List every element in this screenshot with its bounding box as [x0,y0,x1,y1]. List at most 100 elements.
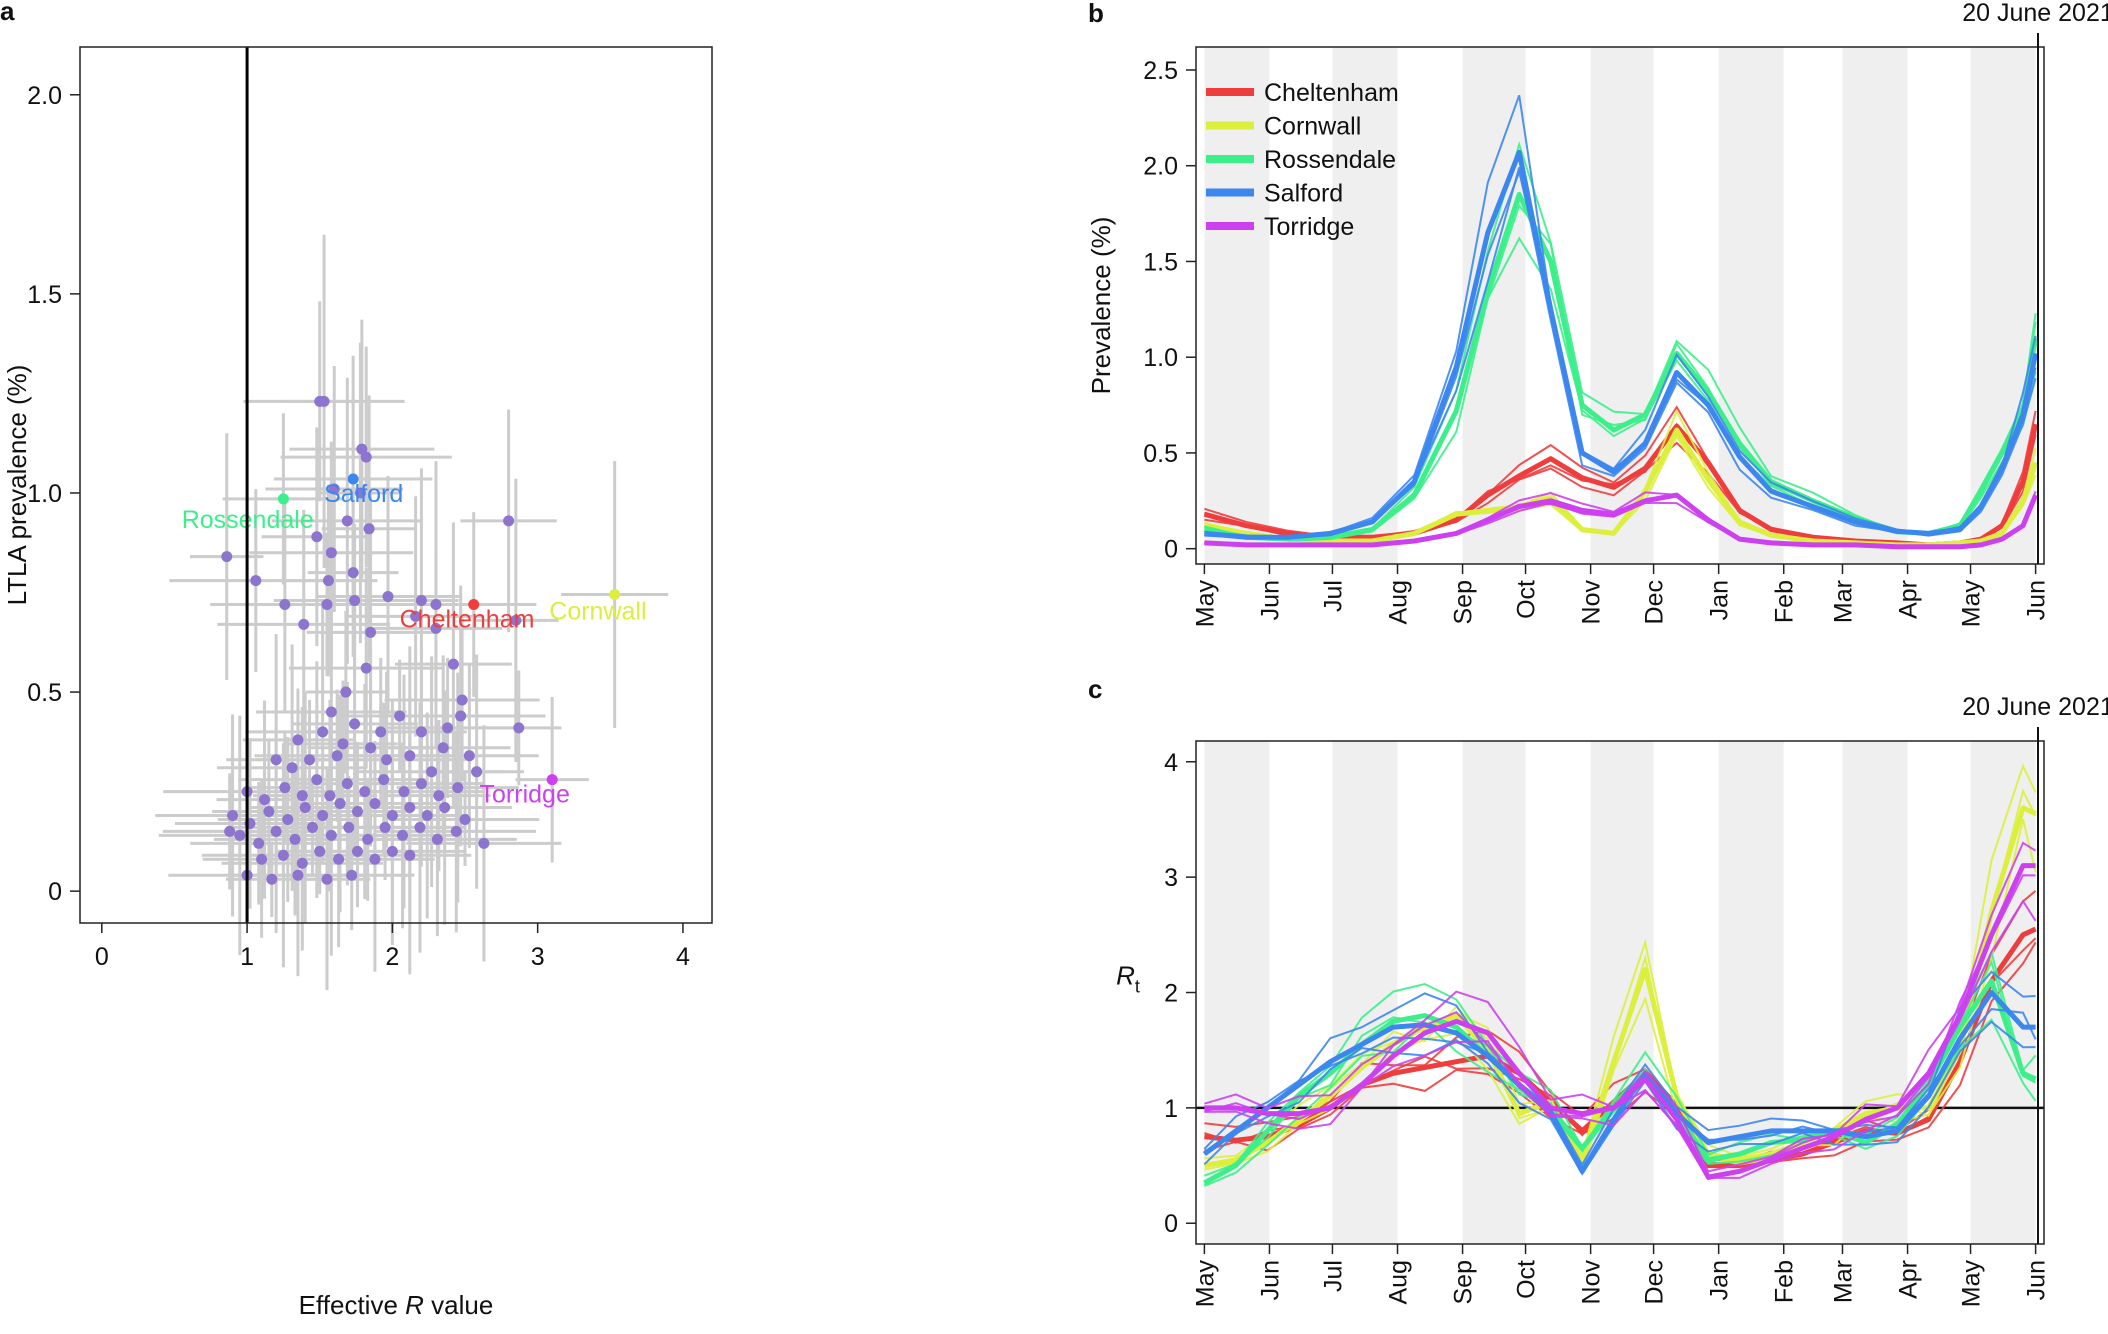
x-tick-label: Nov [1578,1260,1606,1305]
x-tick-label: 4 [676,943,690,971]
ltla-point [363,523,375,535]
legend-label-cheltenham: Cheltenham [1264,79,1399,107]
ltla-point [415,594,427,606]
ltla-point [306,821,318,833]
ltla-point [296,857,308,869]
ltla-point [299,802,311,814]
month-shading [1204,47,2036,564]
x-tick-label: Oct [1513,580,1541,619]
ltla-point [452,782,464,794]
highlight-label-cornwall: Cornwall [549,597,646,625]
ltla-point [433,790,445,802]
series-line-rossendale [1204,949,2037,1177]
ltla-point [369,798,381,810]
x-tick-label: Jul [1319,580,1347,612]
ltla-point [478,837,490,849]
ltla-point [321,598,333,610]
date-marker-label: 20 June 2021 [1962,693,2108,721]
ltla-point [256,853,268,865]
ltla-point [296,790,308,802]
ltla-point [328,483,340,495]
ltla-point [359,786,371,798]
ltla-point [311,531,323,543]
x-tick-label: Jun [2023,1260,2051,1300]
data-points [221,395,525,885]
ltla-point [250,575,262,587]
ltla-point [439,802,451,814]
x-tick-label: Jan [1706,580,1734,620]
ltla-point [311,774,323,786]
x-axis: May Jun Jul Aug Sep Oct Nov Dec Jan Feb Mar Apr May J… [1191,1244,2051,1307]
x-tick-label: 2 [385,943,399,971]
x-tick-label: May [1191,580,1219,628]
series-median-salford [1204,149,2039,540]
ltla-point [459,813,471,825]
ltla-point [365,742,377,754]
ltla-point [382,590,394,602]
plot-frame [1195,46,2045,565]
ltla-point [447,658,459,670]
month-shading [1204,741,2036,1244]
ltla-point [325,829,337,841]
x-tick-label: Apr [1895,1260,1923,1299]
y-tick-label: 2.5 [1143,57,1178,85]
month-band [1842,47,1908,564]
y-tick-label: 0.5 [27,679,62,707]
legend-label-torridge: Torridge [1264,213,1354,241]
ltla-point [386,809,398,821]
ltla-point [340,686,352,698]
y-tick-label: 2 [1164,980,1178,1008]
y-axis: 0 1 2 3 4 [1164,749,1196,1238]
x-tick-label: 1 [240,943,254,971]
ltla-point [378,774,390,786]
highlight-label-cheltenham: Cheltenham [400,605,535,633]
x-tick-label: Nov [1578,580,1606,625]
y-tick-label: 1.5 [1143,248,1178,276]
ltla-point [270,754,282,766]
highlight-point-cornwall [609,589,621,600]
prevalence-lines [1203,94,2039,550]
ltla-point [398,786,410,798]
month-band [1462,741,1526,1244]
ltla-point [279,598,291,610]
ltla-point [333,853,345,865]
panel-label-b: b [1088,0,1104,28]
ltla-point [431,833,443,845]
ltla-point [286,762,298,774]
panel-b: 20 June 2021 0 0.5 1.0 1.5 2.0 2.5 May Jun Jul A… [1086,0,2108,627]
x-tick-label: 3 [531,943,545,971]
legend-label-salford: Salford [1264,180,1343,208]
ltla-point [347,567,359,579]
ltla-point [298,618,310,630]
ltla-point [346,869,358,881]
ltla-point [386,845,398,857]
y-tick-label: 2.0 [1143,153,1178,181]
ltla-point [404,750,416,762]
ltla-point [421,809,433,821]
highlight-point-rossendale [277,493,289,505]
ltla-point [437,742,449,754]
x-tick-label: Jul [1319,1260,1347,1292]
x-tick-label: Mar [1829,580,1857,623]
highlight-point-torridge [546,774,558,786]
ltla-point [397,829,409,841]
legend-entry-salford: Salford [1206,180,1343,208]
ltla-point [224,825,236,837]
series-line-torridge [1204,899,2037,1179]
ltla-point [349,718,361,730]
x-tick-label: Sep [1450,1260,1478,1304]
y-tick-label: 1.5 [27,281,62,309]
series-median-torridge [1204,863,2036,1180]
x-tick-label: Jun [1256,1260,1284,1300]
highlight-point-salford [347,473,359,485]
y-axis-title: Prevalence (%) [1086,217,1116,395]
legend: Cheltenham Cornwall Rossendale Salford Torri… [1206,79,1399,241]
ltla-point [317,809,329,821]
y-tick-label: 0 [1164,1210,1178,1238]
ltla-point [292,734,304,746]
ltla-point [503,515,515,527]
legend-entry-cornwall: Cornwall [1206,113,1361,141]
y-tick-label: 1 [1164,1095,1178,1123]
